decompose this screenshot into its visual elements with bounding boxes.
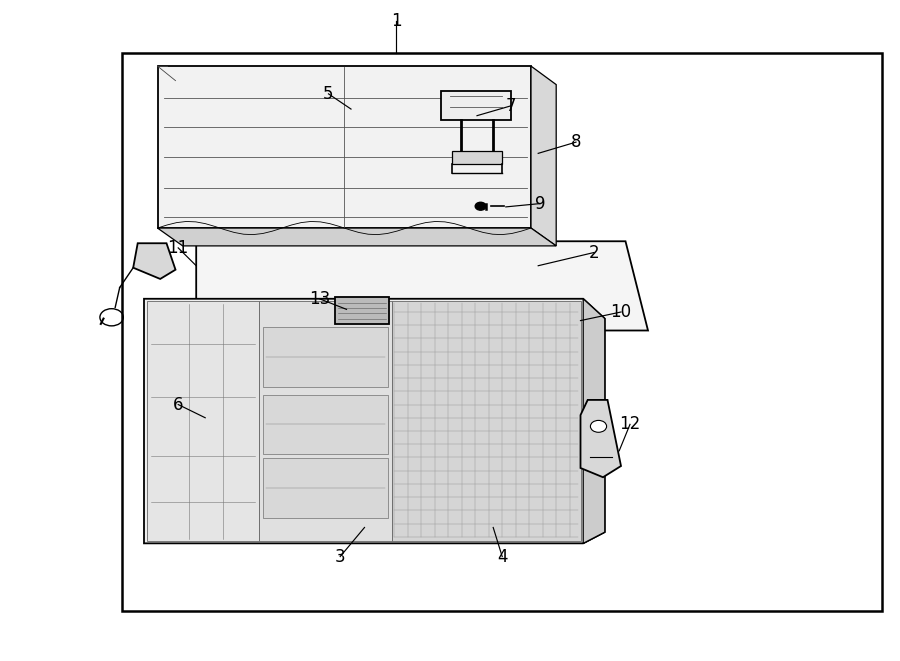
Polygon shape bbox=[263, 327, 388, 387]
Text: 12: 12 bbox=[619, 415, 641, 434]
Circle shape bbox=[590, 420, 607, 432]
Polygon shape bbox=[452, 151, 502, 164]
Polygon shape bbox=[144, 532, 605, 543]
Circle shape bbox=[475, 202, 486, 210]
Text: 8: 8 bbox=[571, 133, 581, 151]
Polygon shape bbox=[196, 241, 648, 330]
Polygon shape bbox=[335, 297, 389, 324]
Polygon shape bbox=[580, 400, 621, 477]
Text: 13: 13 bbox=[309, 290, 330, 308]
Polygon shape bbox=[531, 66, 556, 246]
Polygon shape bbox=[263, 395, 388, 454]
Text: 9: 9 bbox=[535, 194, 545, 213]
Polygon shape bbox=[144, 299, 605, 543]
Polygon shape bbox=[259, 301, 392, 541]
Text: 3: 3 bbox=[335, 547, 346, 566]
Text: 11: 11 bbox=[167, 239, 189, 257]
Text: 2: 2 bbox=[589, 243, 599, 262]
Polygon shape bbox=[158, 66, 531, 228]
Text: 4: 4 bbox=[497, 547, 508, 566]
Polygon shape bbox=[263, 458, 388, 518]
Polygon shape bbox=[441, 91, 511, 120]
Polygon shape bbox=[583, 299, 605, 543]
Bar bbox=[122, 53, 882, 611]
Polygon shape bbox=[133, 243, 176, 279]
Text: 10: 10 bbox=[610, 303, 632, 321]
Polygon shape bbox=[158, 228, 556, 246]
Text: 5: 5 bbox=[323, 85, 334, 103]
Text: 6: 6 bbox=[173, 395, 184, 414]
Text: 1: 1 bbox=[391, 12, 401, 30]
Polygon shape bbox=[147, 301, 259, 541]
Text: 7: 7 bbox=[506, 97, 517, 115]
Polygon shape bbox=[392, 301, 580, 541]
